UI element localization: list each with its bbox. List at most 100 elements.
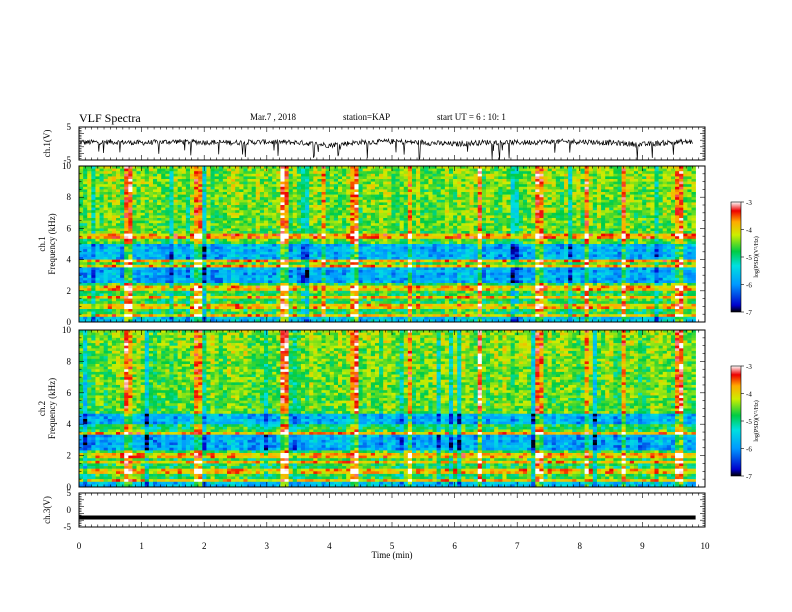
spectrogram-cell	[325, 259, 331, 263]
spectrogram-cell	[157, 311, 162, 315]
spectrogram-cell	[83, 254, 88, 258]
spectrogram-cell	[325, 197, 331, 201]
spectrogram-cell	[395, 296, 400, 299]
spectrogram-cell	[95, 223, 100, 227]
spectrogram-cell	[189, 303, 195, 307]
spectrogram-cell	[107, 251, 113, 255]
spectrogram-cell	[325, 277, 331, 281]
spectrogram-cell	[148, 225, 154, 229]
spectrogram-cell	[87, 225, 92, 229]
spectrogram-cell	[374, 275, 380, 279]
spectrogram-cell	[185, 306, 191, 310]
spectrogram-cell	[387, 296, 392, 299]
spectrogram-cell	[337, 277, 343, 281]
spectrogram-cell	[239, 238, 244, 242]
spectrogram-cell	[91, 184, 96, 188]
spectrogram-cell	[226, 254, 232, 258]
spectrogram-cell	[346, 218, 351, 221]
spectrogram-cell	[268, 301, 273, 305]
spectrogram-cell	[346, 283, 351, 286]
spectrogram-cell	[395, 236, 400, 240]
spectrogram-cell	[333, 210, 339, 214]
spectrogram-cell	[99, 184, 104, 188]
spectrogram-cell	[111, 246, 117, 250]
spectrogram-cell	[189, 262, 195, 266]
spectrogram-cell	[366, 238, 372, 242]
spectrogram-cell	[263, 233, 269, 237]
spectrogram-cell	[333, 218, 339, 221]
spectrogram-cell	[296, 303, 302, 307]
spectrogram-cell	[239, 275, 244, 279]
spectrogram-cell	[132, 254, 137, 258]
spectrogram-cell	[169, 262, 174, 266]
spectrogram-cell	[95, 212, 100, 216]
spectrogram-cell	[317, 212, 322, 216]
spectrogram-cell	[140, 254, 146, 258]
spectrogram-cell	[296, 207, 302, 211]
spectrogram-cell	[235, 275, 240, 279]
spectrogram-cell	[222, 283, 228, 286]
spectrogram-cell	[144, 218, 150, 221]
spectrogram-cell	[136, 293, 141, 297]
spectrogram-cell	[280, 176, 285, 180]
spectrogram-cell	[305, 309, 310, 312]
spectrogram-cell	[148, 316, 154, 320]
spectrogram-cell	[157, 220, 162, 224]
spectrogram-cell	[177, 192, 183, 195]
spectrogram-cell	[140, 166, 146, 169]
spectrogram-cell	[189, 225, 195, 229]
spectrogram-cell	[124, 303, 129, 307]
spectrogram-cell	[152, 270, 158, 273]
spectrogram-cell	[309, 251, 314, 255]
spectrogram-cell	[91, 192, 96, 195]
spectrogram-cell	[181, 272, 187, 276]
spectrogram-cell	[231, 197, 236, 201]
spectrogram-cell	[181, 285, 187, 289]
spectrogram-cell	[218, 283, 224, 286]
spectrogram-cell	[280, 179, 285, 182]
spectrogram-cell	[292, 249, 298, 253]
spectrogram-cell	[157, 283, 162, 286]
spectrogram-cell	[395, 285, 400, 289]
spectrogram-cell	[231, 176, 236, 180]
spectrogram-cell	[366, 316, 372, 320]
spectrogram-cell	[202, 212, 207, 216]
spectrogram-cell	[288, 241, 294, 245]
spectrogram-cell	[342, 309, 347, 312]
spectrogram-cell	[202, 231, 207, 234]
spectrogram-cell	[342, 296, 347, 299]
spectrogram-cell	[226, 267, 232, 271]
spectrogram-cell	[317, 262, 322, 266]
spectrogram-cell	[124, 179, 129, 182]
spectrogram-cell	[87, 275, 92, 279]
spectrogram-cell	[337, 173, 343, 177]
spectrogram-cell	[370, 202, 376, 206]
spectrogram-cell	[177, 275, 183, 279]
spectrogram-cell	[128, 288, 133, 292]
spectrogram-cell	[366, 202, 372, 206]
spectrogram-cell	[157, 225, 162, 229]
spectrogram-cell	[247, 296, 252, 299]
spectrogram-cell	[272, 270, 277, 273]
spectrogram-cell	[329, 220, 335, 224]
spectrogram-cell	[362, 275, 368, 279]
spectrogram-cell	[99, 293, 104, 297]
spectrogram-cell	[362, 166, 368, 169]
spectrogram-cell	[185, 220, 191, 224]
spectrogram-cell	[300, 189, 306, 193]
spectrogram-cell	[83, 251, 88, 255]
spectrogram-cell	[350, 311, 355, 315]
spectrogram-cell	[124, 257, 129, 260]
spectrogram-cell	[136, 171, 141, 175]
spectrogram-cell	[165, 168, 170, 172]
spectrogram-cell	[144, 241, 150, 245]
spectrogram-cell	[395, 280, 400, 284]
spectrogram-cell	[276, 218, 281, 221]
spectrogram-cell	[296, 301, 302, 305]
spectrogram-cell	[161, 301, 166, 305]
spectrogram-cell	[79, 192, 84, 195]
spectrogram-cell	[218, 207, 224, 211]
spectrogram-cell	[194, 283, 199, 286]
spectrogram-cell	[366, 244, 372, 247]
spectrogram-cell	[268, 262, 273, 266]
